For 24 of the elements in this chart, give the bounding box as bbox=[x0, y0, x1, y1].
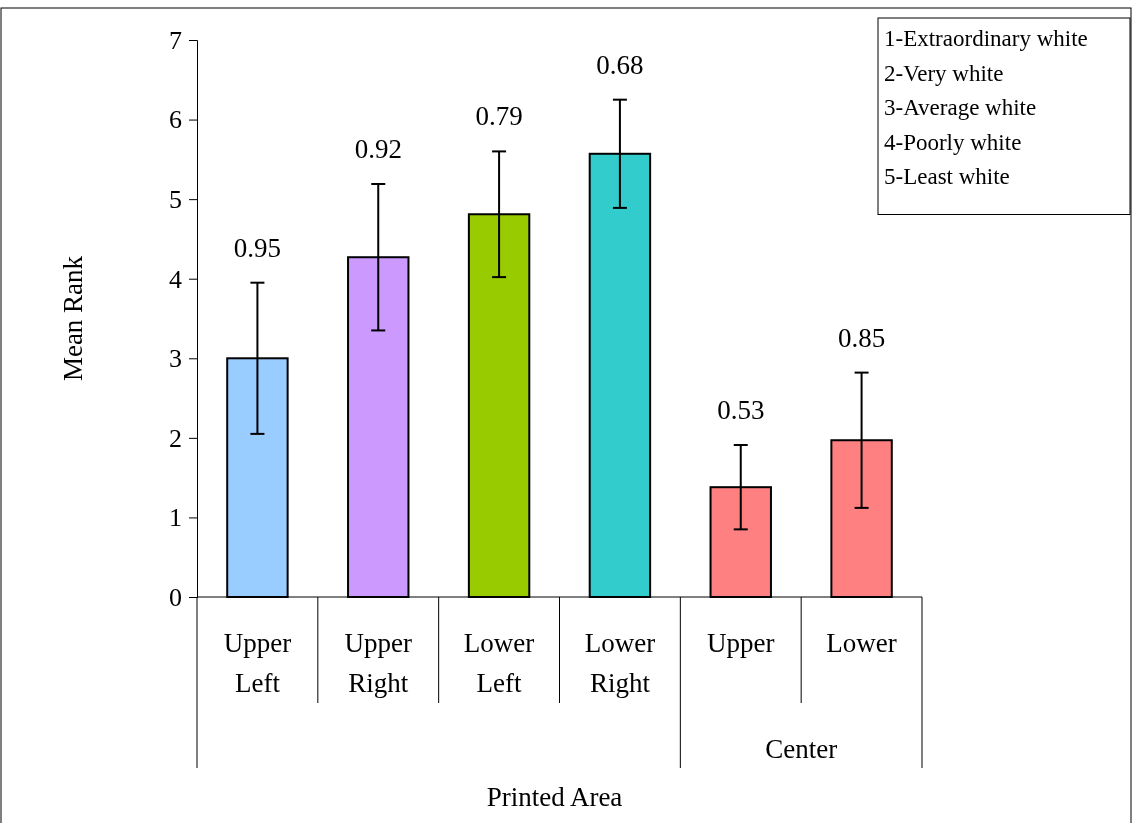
annotation: 0.68 bbox=[596, 49, 644, 80]
y-tick-label: 7 bbox=[169, 25, 182, 55]
y-tick-label: 5 bbox=[169, 184, 182, 214]
text: Center bbox=[765, 734, 838, 764]
annotation: 0.85 bbox=[837, 322, 886, 353]
x-axis-title: Printed Area bbox=[486, 782, 623, 812]
y-axis-title: Mean Rank bbox=[58, 255, 88, 382]
x-tick-label: Lower Left bbox=[463, 628, 535, 698]
annotation: 0.79 bbox=[475, 101, 523, 132]
x-tick-label: Lower Right bbox=[584, 628, 656, 698]
x-tick-label: Upper Right bbox=[344, 628, 412, 698]
annotation: 1-Extraordinary white 2-Very white 3-Average white 4-Poorly white 5-Least white bbox=[884, 26, 1088, 189]
y-tick-label: 1 bbox=[169, 503, 182, 533]
x-tick-label: Upper bbox=[707, 628, 775, 658]
y-tick-label: 2 bbox=[169, 423, 182, 453]
y-tick-label: 4 bbox=[169, 264, 182, 294]
y-tick-label: 0 bbox=[169, 582, 182, 612]
y-tick-label: 3 bbox=[169, 344, 182, 374]
y-tick-label: 6 bbox=[169, 105, 182, 135]
annotation: 0.95 bbox=[233, 232, 282, 263]
x-tick-label: Upper Left bbox=[223, 628, 292, 698]
annotation: 0.92 bbox=[354, 134, 402, 165]
annotation: 0.53 bbox=[717, 395, 765, 426]
x-tick-label: Lower bbox=[826, 628, 897, 658]
